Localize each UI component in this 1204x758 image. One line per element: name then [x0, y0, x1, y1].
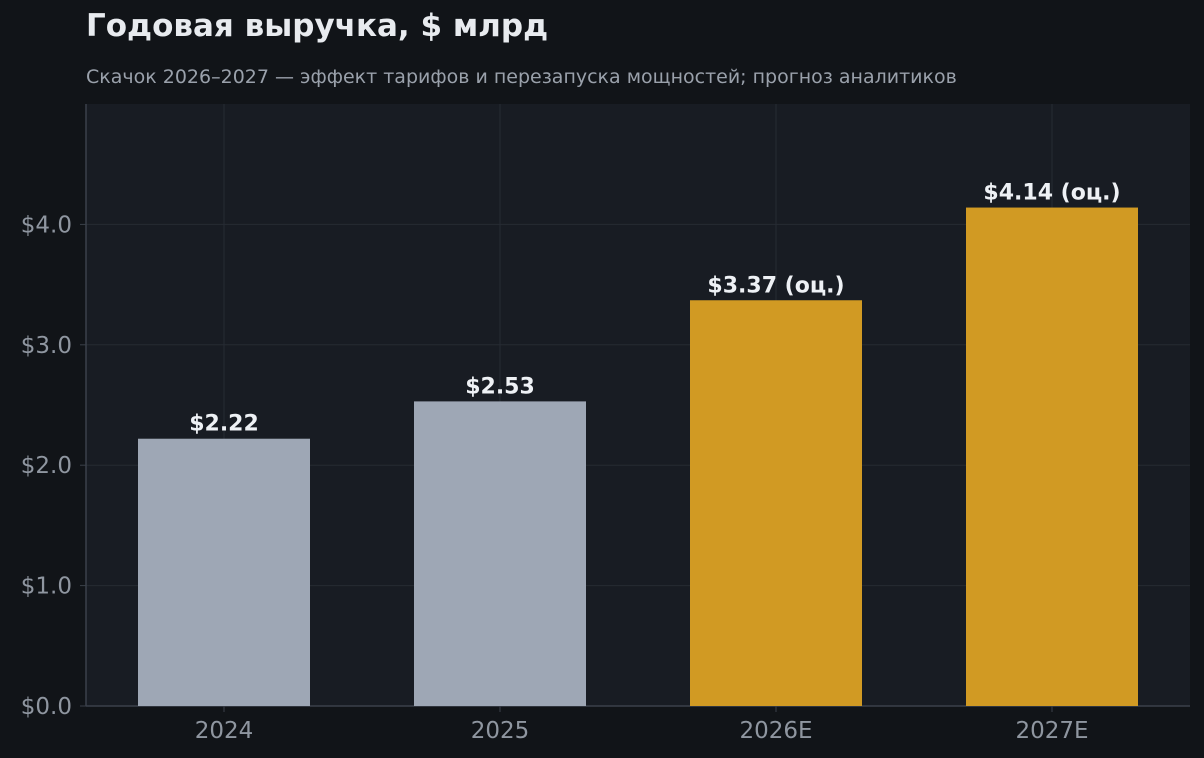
bar-2025 [414, 401, 586, 706]
labels: $0.0 $1.0 $2.0 $3.0 $4.0 $2.22 2024 $2.53 2025 $3… [21, 181, 1121, 744]
bars [138, 207, 1138, 706]
chart-title: Годовая выручка, $ млрд [86, 8, 549, 44]
y-tick-label: $2.0 [21, 453, 72, 479]
data-label-2025: $2.53 [465, 374, 535, 399]
data-label-2026E: $3.37 (оц.) [707, 273, 844, 298]
bar-2027E [966, 207, 1138, 706]
y-tick-label: $0.0 [21, 694, 72, 720]
x-tick-label: 2026E [739, 718, 812, 744]
bar-2026E [690, 300, 862, 706]
x-tick-label: 2025 [471, 718, 530, 744]
bar-2024 [138, 438, 310, 706]
x-tick-label: 2024 [195, 718, 254, 744]
chart-subtitle: Скачок 2026–2027 — эффект тарифов и пере… [86, 66, 957, 88]
data-label-2027E: $4.14 (оц.) [983, 181, 1120, 206]
data-label-2024: $2.22 [189, 412, 259, 437]
y-tick-label: $1.0 [21, 574, 72, 600]
y-tick-label: $4.0 [21, 212, 72, 238]
x-tick-label: 2027E [1015, 718, 1088, 744]
y-tick-label: $3.0 [21, 333, 72, 359]
